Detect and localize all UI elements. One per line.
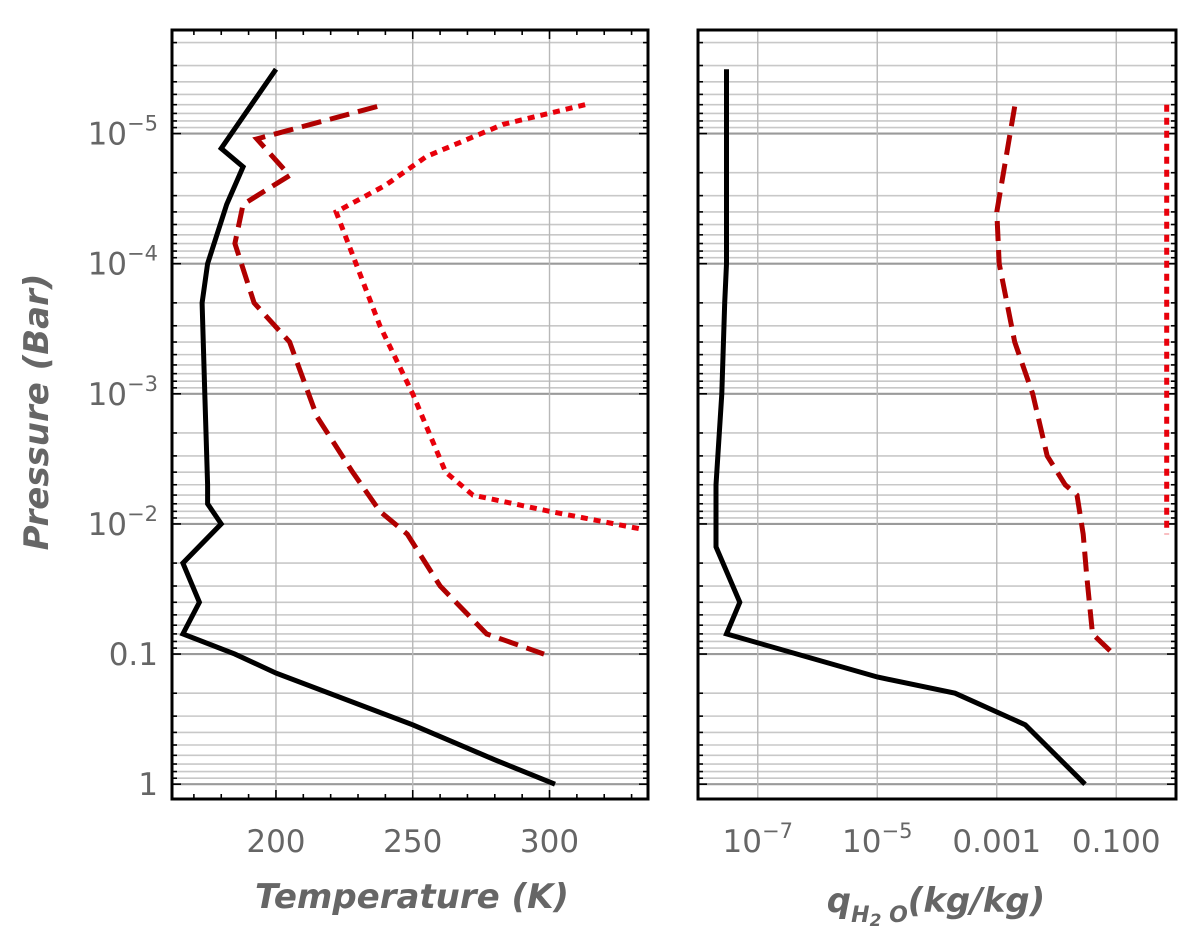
water-vapor-panel: 10−7 10−5 0.001 0.100 — [696, 28, 1178, 860]
x-tick-label: 0.100 — [1072, 824, 1161, 860]
right-x-axis-title-q: q — [827, 881, 851, 921]
x-tick-label: 10−5 — [842, 819, 912, 860]
y-tick-label-exponent: −5 — [127, 112, 158, 136]
left-grid — [172, 30, 648, 799]
y-tick-label: 10−3 — [88, 372, 158, 413]
left-y-axis-title: Pressure (Bar) — [17, 274, 57, 551]
left-series — [179, 67, 643, 787]
x-tick-label: 300 — [520, 824, 579, 860]
x-tick-label-base: 10 — [842, 824, 881, 860]
y-tick-label-base: 10 — [88, 247, 127, 283]
x-tick-label-exponent: −5 — [881, 819, 912, 843]
right-x-axis-title-sub2: 2 — [870, 911, 882, 931]
right-series — [713, 69, 1170, 786]
series-solid-line — [713, 69, 1087, 786]
x-tick-label-base: 0.001 — [952, 824, 1041, 860]
series-dotted-line — [332, 102, 643, 532]
y-tick-label: 1 — [138, 767, 158, 803]
y-tick-label: 0.1 — [109, 637, 158, 673]
right-x-axis-title-sub3: O — [881, 903, 907, 928]
series-dashed-line — [994, 106, 1116, 656]
x-tick-label-base: 10 — [723, 824, 762, 860]
y-tick-label-exponent: −2 — [127, 502, 158, 526]
y-tick-label-base: 0.1 — [109, 637, 158, 673]
y-tick-label-base: 1 — [138, 767, 158, 803]
right-x-axis-title: qH2 O(kg/kg) — [827, 881, 1045, 931]
x-tick-label-base: 0.100 — [1072, 824, 1161, 860]
y-tick-label: 10−5 — [88, 112, 158, 153]
x-tick-label: 0.001 — [952, 824, 1041, 860]
y-tick-label-base: 10 — [88, 377, 127, 413]
left-plot-frame — [170, 28, 650, 801]
y-tick-label-base: 10 — [88, 507, 127, 543]
series-dashed-line — [232, 104, 545, 657]
right-x-axis-title-sub: H — [851, 903, 869, 928]
y-tick-label-exponent: −3 — [127, 372, 158, 396]
right-x-axis-title-units: (kg/kg) — [908, 881, 1045, 921]
y-tick-label-exponent: −4 — [127, 242, 158, 266]
y-tick-label: 10−2 — [88, 502, 158, 543]
right-grid — [698, 30, 1176, 799]
x-tick-label: 250 — [383, 824, 442, 860]
y-tick-label-base: 10 — [88, 117, 127, 153]
y-tick-label: 10−4 — [88, 242, 158, 283]
right-plot-frame — [696, 28, 1178, 801]
series-solid-line — [179, 67, 556, 787]
x-tick-label-exponent: −7 — [762, 819, 793, 843]
x-tick-label: 10−7 — [723, 819, 793, 860]
left-x-axis-title: Temperature (K) — [255, 877, 569, 917]
x-tick-label: 200 — [246, 824, 305, 860]
